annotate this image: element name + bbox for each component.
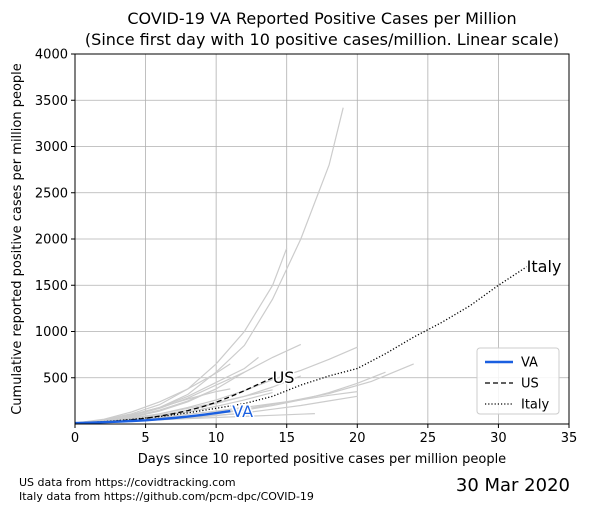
legend-label-italy: Italy — [521, 398, 550, 413]
x-tick-label: 25 — [420, 431, 437, 446]
chart-subtitle: (Since first day with 10 positive cases/… — [85, 30, 559, 49]
x-axis-label: Days since 10 reported positive cases pe… — [138, 452, 506, 467]
series-end-label-italy: Italy — [527, 257, 562, 276]
y-tick-label: 4000 — [35, 48, 68, 63]
y-tick-label: 1000 — [35, 325, 68, 340]
legend-box — [476, 347, 560, 415]
legend-label-us: US — [521, 377, 539, 392]
background-series-group — [74, 107, 414, 424]
y-axis-label: Cumulative reported positive cases per m… — [10, 63, 25, 415]
x-tick-label: 10 — [208, 431, 225, 446]
background-series-line — [74, 343, 302, 424]
y-tick-label: 2500 — [35, 186, 68, 201]
footer-date: 30 Mar 2020 — [455, 475, 570, 496]
y-tick-label: 500 — [43, 371, 68, 386]
y-tick-label: 3500 — [35, 94, 68, 109]
series-end-label-us: US — [273, 368, 295, 387]
legend: VA US Italy — [476, 347, 560, 415]
x-tick-label: 30 — [490, 431, 507, 446]
y-tick-label: 3000 — [35, 140, 68, 155]
background-series-line — [74, 363, 231, 424]
y-tick-label: 2000 — [35, 233, 68, 248]
series-end-label-va: VA — [232, 402, 253, 421]
x-tick-label: 35 — [561, 431, 578, 446]
footer-source-italy: Italy data from https://github.com/pcm-d… — [19, 490, 314, 503]
x-tick-label: 0 — [71, 431, 79, 446]
x-tick-label: 20 — [349, 431, 366, 446]
x-tick-label: 15 — [278, 431, 295, 446]
chart-title: COVID-19 VA Reported Positive Cases per … — [127, 9, 516, 28]
background-series-line — [74, 356, 259, 424]
series-line-va — [74, 409, 231, 425]
main-series-group: Italy US VA — [74, 255, 563, 425]
x-tick-label: 5 — [141, 431, 149, 446]
background-series-line — [74, 107, 344, 424]
y-tick-label: 1500 — [35, 279, 68, 294]
grid — [74, 53, 570, 424]
footer-source-us: US data from https://covidtracking.com — [19, 476, 236, 489]
axis-ticks: 0 5 10 15 20 25 30 35 500 1000 1500 2000 2500 3000 350… — [35, 48, 577, 447]
legend-label-va: VA — [521, 356, 538, 371]
